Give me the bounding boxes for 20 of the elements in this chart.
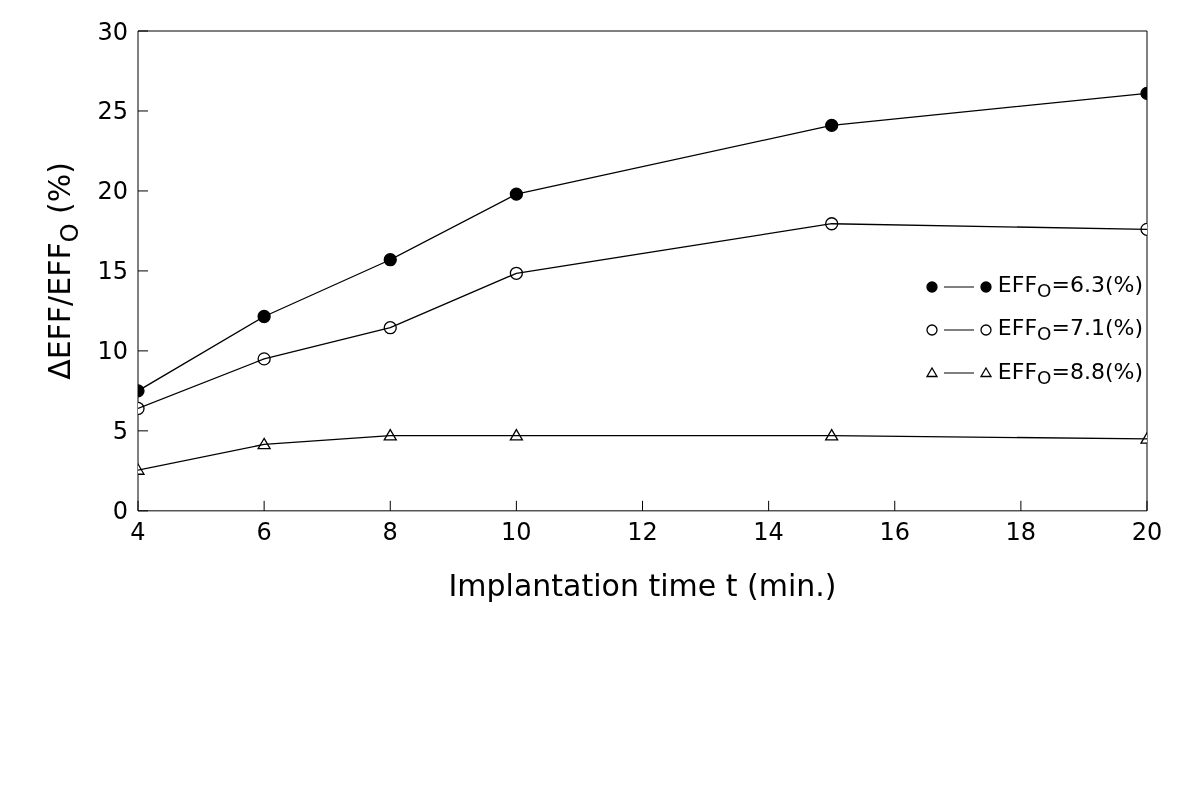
x-tick-label: 12 xyxy=(627,517,658,546)
y-tick-label: 5 xyxy=(112,417,128,446)
legend-label: EFF$_{O}$=8.8(%) xyxy=(997,358,1143,389)
x-axis-title: Implantation time t (min.) xyxy=(448,567,837,603)
legend-label: EFF$_{O}$=6.3(%) xyxy=(997,272,1143,302)
y-tick-label: 0 xyxy=(112,497,128,526)
y-tick-label: 10 xyxy=(97,337,128,366)
y-tick-label: 20 xyxy=(97,177,128,206)
y-tick-label: 25 xyxy=(97,97,128,126)
x-tick-label: 14 xyxy=(753,517,784,546)
x-tick-label: 8 xyxy=(382,517,398,546)
x-tick-label: 16 xyxy=(879,517,911,546)
x-tick-label: 4 xyxy=(130,517,146,546)
x-tick-label: 10 xyxy=(501,517,532,546)
legend-label: EFF$_{O}$=7.1(%) xyxy=(997,315,1143,345)
x-tick-label: 18 xyxy=(1005,517,1037,546)
x-tick-label: 6 xyxy=(256,517,272,546)
y-tick-label: 15 xyxy=(97,257,128,286)
y-tick-label: 30 xyxy=(97,17,128,46)
x-tick-label: 20 xyxy=(1131,517,1163,546)
